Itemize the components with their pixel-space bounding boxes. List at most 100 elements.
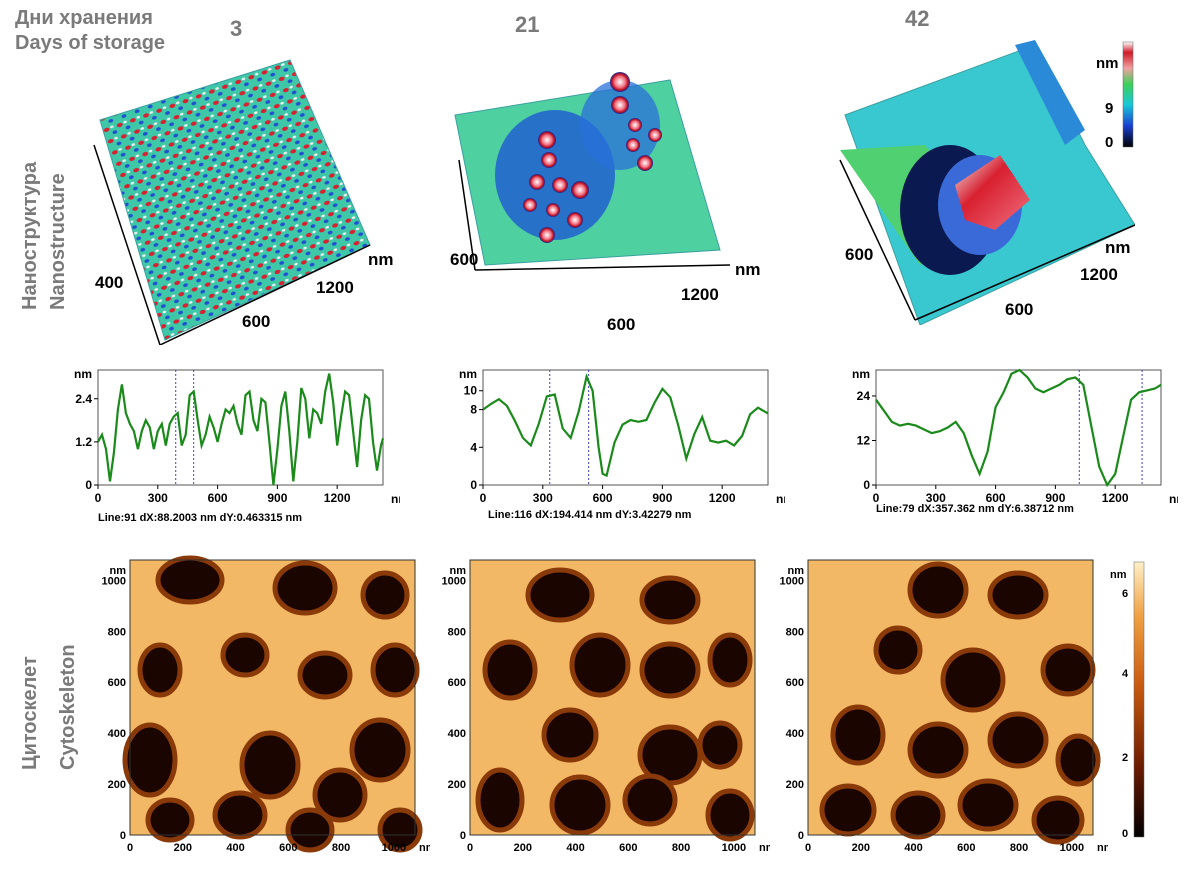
afm-pore — [482, 639, 538, 701]
afm-map-day3: 0200400600800100002004006008001000nmnm — [102, 555, 430, 854]
profile-line — [875, 368, 1162, 488]
header-title-en: Days of storage — [15, 32, 166, 54]
y-tick-label: 2.4 — [75, 392, 92, 406]
afm-pore — [1055, 733, 1101, 787]
afm-x-tick-label: 800 — [1010, 842, 1028, 854]
afm-colorbar-tick: 2 — [1122, 752, 1128, 764]
surface-colorbar: nm 9 0 — [1096, 41, 1134, 151]
afm-x-tick-label: 1000 — [722, 842, 746, 854]
afm-pore — [957, 778, 1019, 832]
afm-pore — [370, 642, 420, 698]
afm-pore — [137, 642, 183, 698]
afm-pore — [272, 560, 338, 616]
afm-y-unit: nm — [450, 565, 467, 577]
y-tick-label: 0 — [470, 478, 477, 492]
afm-pore — [707, 632, 753, 688]
afm-x-tick-label: 400 — [566, 842, 584, 854]
afm-pore — [349, 717, 411, 783]
afm-y-tick-label: 200 — [786, 779, 804, 791]
x-tick-label: 1200 — [324, 491, 351, 505]
profile-line — [482, 373, 769, 478]
afm-x-tick-label: 0 — [805, 842, 811, 854]
afm-pore — [830, 704, 886, 766]
x-tick-label: 900 — [652, 491, 672, 505]
x-tick-label: 0 — [95, 491, 102, 505]
surface-tick-b: 600 — [607, 315, 635, 334]
surface-tick-c: 1200 — [316, 278, 354, 297]
afm-pore — [705, 788, 755, 842]
x-tick-label: 1200 — [1102, 491, 1129, 505]
surface-colorbar-tick: 9 — [1105, 100, 1113, 117]
afm-pore — [525, 567, 595, 623]
surface-tick-b: 600 — [1005, 300, 1033, 319]
surface-tick-c: 1200 — [1080, 265, 1118, 284]
profile-line — [97, 373, 385, 486]
afm-y-tick-label: 400 — [786, 728, 804, 740]
afm-x-tick-label: 600 — [279, 842, 297, 854]
afm-y-tick-label: 200 — [448, 779, 466, 791]
plot-frame — [482, 369, 769, 486]
profile-chart-day42: 0 300 600 900 1200 0 12 24 nm nm — [852, 367, 1178, 505]
afm-pore — [549, 774, 611, 836]
x-tick-label: 900 — [267, 491, 287, 505]
afm-pore — [220, 632, 270, 678]
afm-pore — [145, 797, 195, 843]
afm-pore — [890, 790, 946, 840]
afm-x-tick-label: 400 — [226, 842, 244, 854]
afm-pore — [622, 773, 678, 827]
y-axis-unit: nm — [74, 367, 92, 381]
afm-pore — [819, 783, 877, 837]
afm-y-tick-label: 0 — [120, 830, 126, 842]
surface-tick-b: 600 — [242, 312, 270, 331]
afm-pore — [940, 647, 1006, 713]
surface-unit: nm — [368, 250, 394, 269]
surface-tick-a: 600 — [845, 245, 873, 264]
afm-pore — [212, 790, 268, 840]
x-axis-unit: nm — [776, 492, 785, 505]
afm-colorbar-tick: 6 — [1122, 588, 1128, 600]
y-tick-label: 10 — [464, 384, 478, 398]
x-tick-label: 600 — [986, 491, 1006, 505]
afm-frame — [469, 559, 756, 836]
afm-y-tick-label: 800 — [786, 626, 804, 638]
x-axis-unit: nm — [1169, 492, 1178, 505]
surface-unit: nm — [1105, 238, 1131, 257]
y-tick-label: 12 — [857, 433, 871, 447]
afm-image — [122, 555, 423, 853]
afm-frame — [129, 559, 416, 836]
x-axis-unit: nm — [391, 492, 400, 505]
surface-colorbar-unit: nm — [1096, 55, 1119, 72]
plot-frame — [97, 369, 384, 486]
column-day-21: 21 — [515, 12, 540, 37]
afm-y-tick-label: 800 — [448, 626, 466, 638]
afm-x-tick-label: 600 — [957, 842, 975, 854]
y-tick-label: 1.2 — [75, 435, 92, 449]
afm-colorbar-tick: 0 — [1122, 828, 1128, 840]
afm-pore — [285, 807, 335, 853]
afm-pore — [360, 570, 410, 620]
afm-pore — [1031, 795, 1085, 845]
afm-pore — [873, 625, 923, 675]
afm-pore — [697, 720, 743, 770]
afm-y-tick-label: 1000 — [442, 575, 466, 587]
afm-x-tick-label: 400 — [904, 842, 922, 854]
surface-tick-c: 1200 — [681, 285, 719, 304]
afm-y-tick-label: 200 — [108, 779, 126, 791]
afm-colorbar-unit: nm — [1110, 569, 1127, 581]
afm-x-tick-label: 200 — [174, 842, 192, 854]
afm-pore — [155, 555, 225, 605]
afm-y-tick-label: 600 — [448, 677, 466, 689]
y-tick-label: 0 — [863, 478, 870, 492]
afm-y-tick-label: 0 — [798, 830, 804, 842]
y-axis-unit: nm — [459, 367, 477, 381]
afm-pore — [569, 632, 631, 698]
afm-image — [808, 560, 1101, 845]
x-tick-label: 900 — [1045, 491, 1065, 505]
x-tick-label: 600 — [208, 491, 228, 505]
afm-y-unit: nm — [110, 565, 127, 577]
row-label-cyto-en: Cytoskeleton — [57, 644, 79, 770]
afm-pore — [639, 641, 701, 699]
afm-y-tick-label: 0 — [460, 830, 466, 842]
row-label-cyto-ru: Цитоскелет — [19, 656, 41, 770]
surface-colorbar-tick: 0 — [1105, 134, 1113, 151]
